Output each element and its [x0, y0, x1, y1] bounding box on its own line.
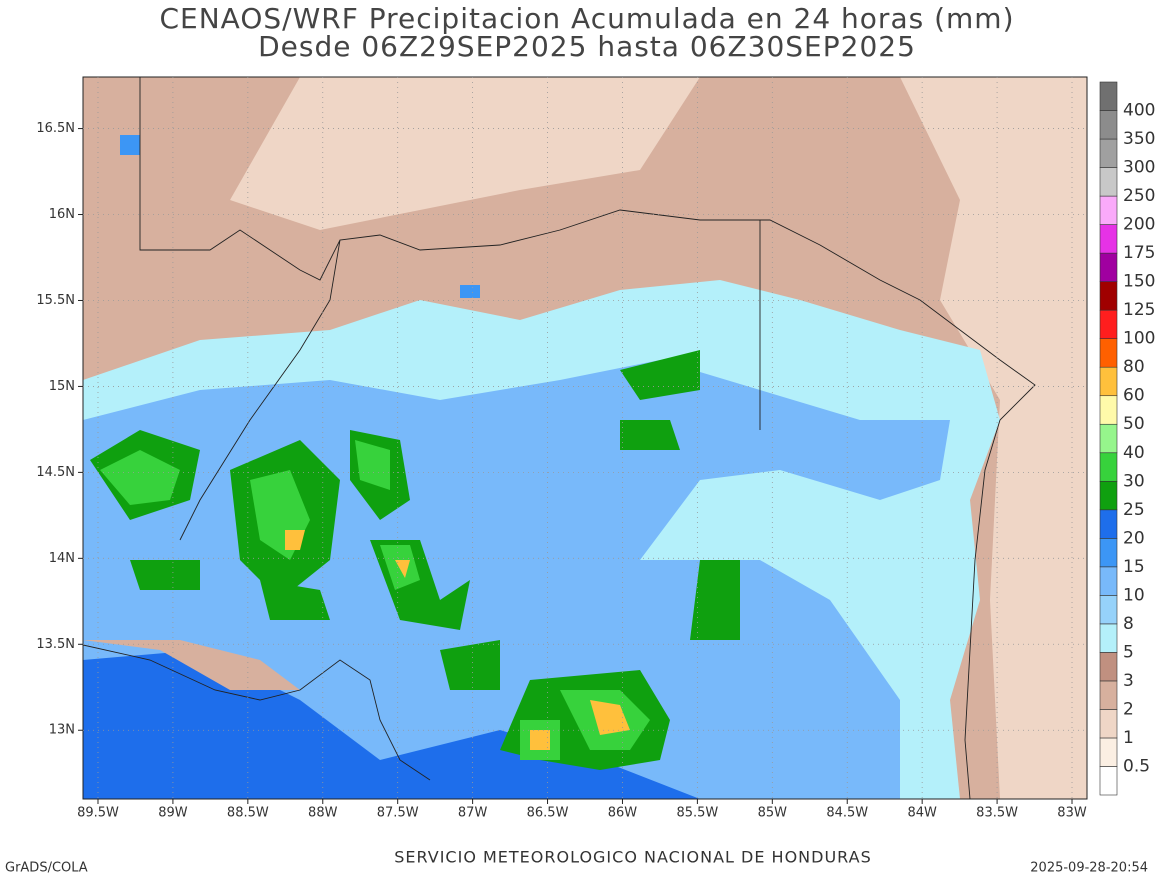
- colorbar-label: 200: [1123, 215, 1155, 235]
- colorbar-label: 60: [1123, 386, 1145, 406]
- colorbar-label: 350: [1123, 129, 1155, 149]
- colorbar-swatch: [1099, 680, 1118, 710]
- colorbar-label: 25: [1123, 500, 1145, 520]
- colorbar-label: 2: [1123, 699, 1134, 719]
- colorbar-label: 300: [1123, 158, 1155, 178]
- colorbar-swatch: [1099, 195, 1118, 225]
- footer-center: SERVICIO METEOROLOGICO NACIONAL DE HONDU…: [394, 848, 872, 867]
- colorbar-label: 3: [1123, 671, 1134, 691]
- colorbar-label: 30: [1123, 471, 1145, 491]
- colorbar-swatch: [1099, 167, 1118, 197]
- x-tick-label: 89W: [158, 806, 188, 821]
- y-tick-label: 16.5N: [36, 121, 75, 136]
- colorbar-swatch: [1099, 110, 1118, 140]
- colorbar-swatch: [1099, 81, 1118, 111]
- colorbar-label: 20: [1123, 528, 1145, 548]
- x-tick-label: 87W: [458, 806, 488, 821]
- colorbar-swatch: [1099, 509, 1118, 539]
- y-tick-label: 14N: [49, 551, 75, 566]
- colorbar-swatch: [1099, 623, 1118, 653]
- colorbar-swatch: [1099, 366, 1118, 397]
- x-tick-label: 86.5W: [527, 806, 569, 821]
- x-tick-label: 86W: [608, 806, 638, 821]
- y-tick-label: 16N: [49, 207, 75, 222]
- colorbar-swatch: [1099, 538, 1118, 568]
- colorbar-swatch: [1099, 652, 1118, 682]
- colorbar-label: 250: [1123, 186, 1155, 206]
- x-tick-label: 87.5W: [377, 806, 419, 821]
- colorbar-label: 175: [1123, 243, 1155, 263]
- colorbar-swatch: [1099, 252, 1118, 282]
- colorbar-swatch: [1099, 480, 1118, 511]
- colorbar-label: 1: [1123, 728, 1134, 748]
- colorbar-swatch: [1099, 737, 1118, 767]
- colorbar-label: 8: [1123, 614, 1134, 634]
- colorbar-swatch: [1099, 338, 1118, 368]
- title-line: Desde 06Z29SEP2025 hasta 06Z30SEP2025: [258, 30, 916, 63]
- colorbar-label: 15: [1123, 557, 1145, 577]
- colorbar-swatch: [1099, 281, 1118, 311]
- y-tick-label: 15N: [49, 379, 75, 394]
- colorbar-label: 150: [1123, 272, 1155, 292]
- x-tick-label: 83W: [1057, 806, 1087, 821]
- footer-right: 2025-09-28-20:54: [1030, 861, 1148, 876]
- colorbar-swatch: [1099, 709, 1118, 739]
- colorbar-label: 0.5: [1123, 756, 1150, 776]
- colorbar-swatch: [1099, 566, 1118, 596]
- colorbar-swatch: [1099, 395, 1118, 425]
- colorbar-label: 125: [1123, 300, 1155, 320]
- plot-frame: [82, 76, 1088, 800]
- colorbar-label: 40: [1123, 443, 1145, 463]
- colorbar-label: 50: [1123, 414, 1145, 434]
- y-tick-label: 13N: [49, 723, 75, 738]
- x-tick-label: 83.5W: [976, 806, 1018, 821]
- x-tick-label: 84.5W: [826, 806, 868, 821]
- x-tick-label: 88.5W: [227, 806, 269, 821]
- precip-field: [83, 77, 1087, 799]
- colorbar-swatch: [1099, 595, 1118, 625]
- colorbar-label: 5: [1123, 642, 1134, 662]
- x-tick-label: 89.5W: [77, 806, 119, 821]
- y-tick-label: 14.5N: [36, 465, 75, 480]
- colorbar-swatch: [1099, 423, 1118, 454]
- colorbar-swatch: [1099, 766, 1118, 796]
- y-tick-label: 15.5N: [36, 293, 75, 308]
- colorbar-label: 80: [1123, 357, 1145, 377]
- y-tick-label: 13.5N: [36, 637, 75, 652]
- colorbar-label: 400: [1123, 101, 1155, 121]
- footer-left: GrADS/COLA: [5, 861, 88, 876]
- colorbar-swatch: [1099, 224, 1118, 254]
- x-tick-label: 85.5W: [676, 806, 718, 821]
- x-tick-label: 88W: [308, 806, 338, 821]
- x-tick-label: 85W: [758, 806, 788, 821]
- title-line: CENAOS/WRF Precipitacion Acumulada en 24…: [159, 2, 1014, 35]
- colorbar-swatch: [1099, 309, 1118, 339]
- colorbar-label: 10: [1123, 585, 1145, 605]
- colorbar-swatch: [1099, 138, 1118, 168]
- colorbar-label: 100: [1123, 329, 1155, 349]
- colorbar-swatch: [1099, 452, 1118, 482]
- x-tick-label: 84W: [907, 806, 937, 821]
